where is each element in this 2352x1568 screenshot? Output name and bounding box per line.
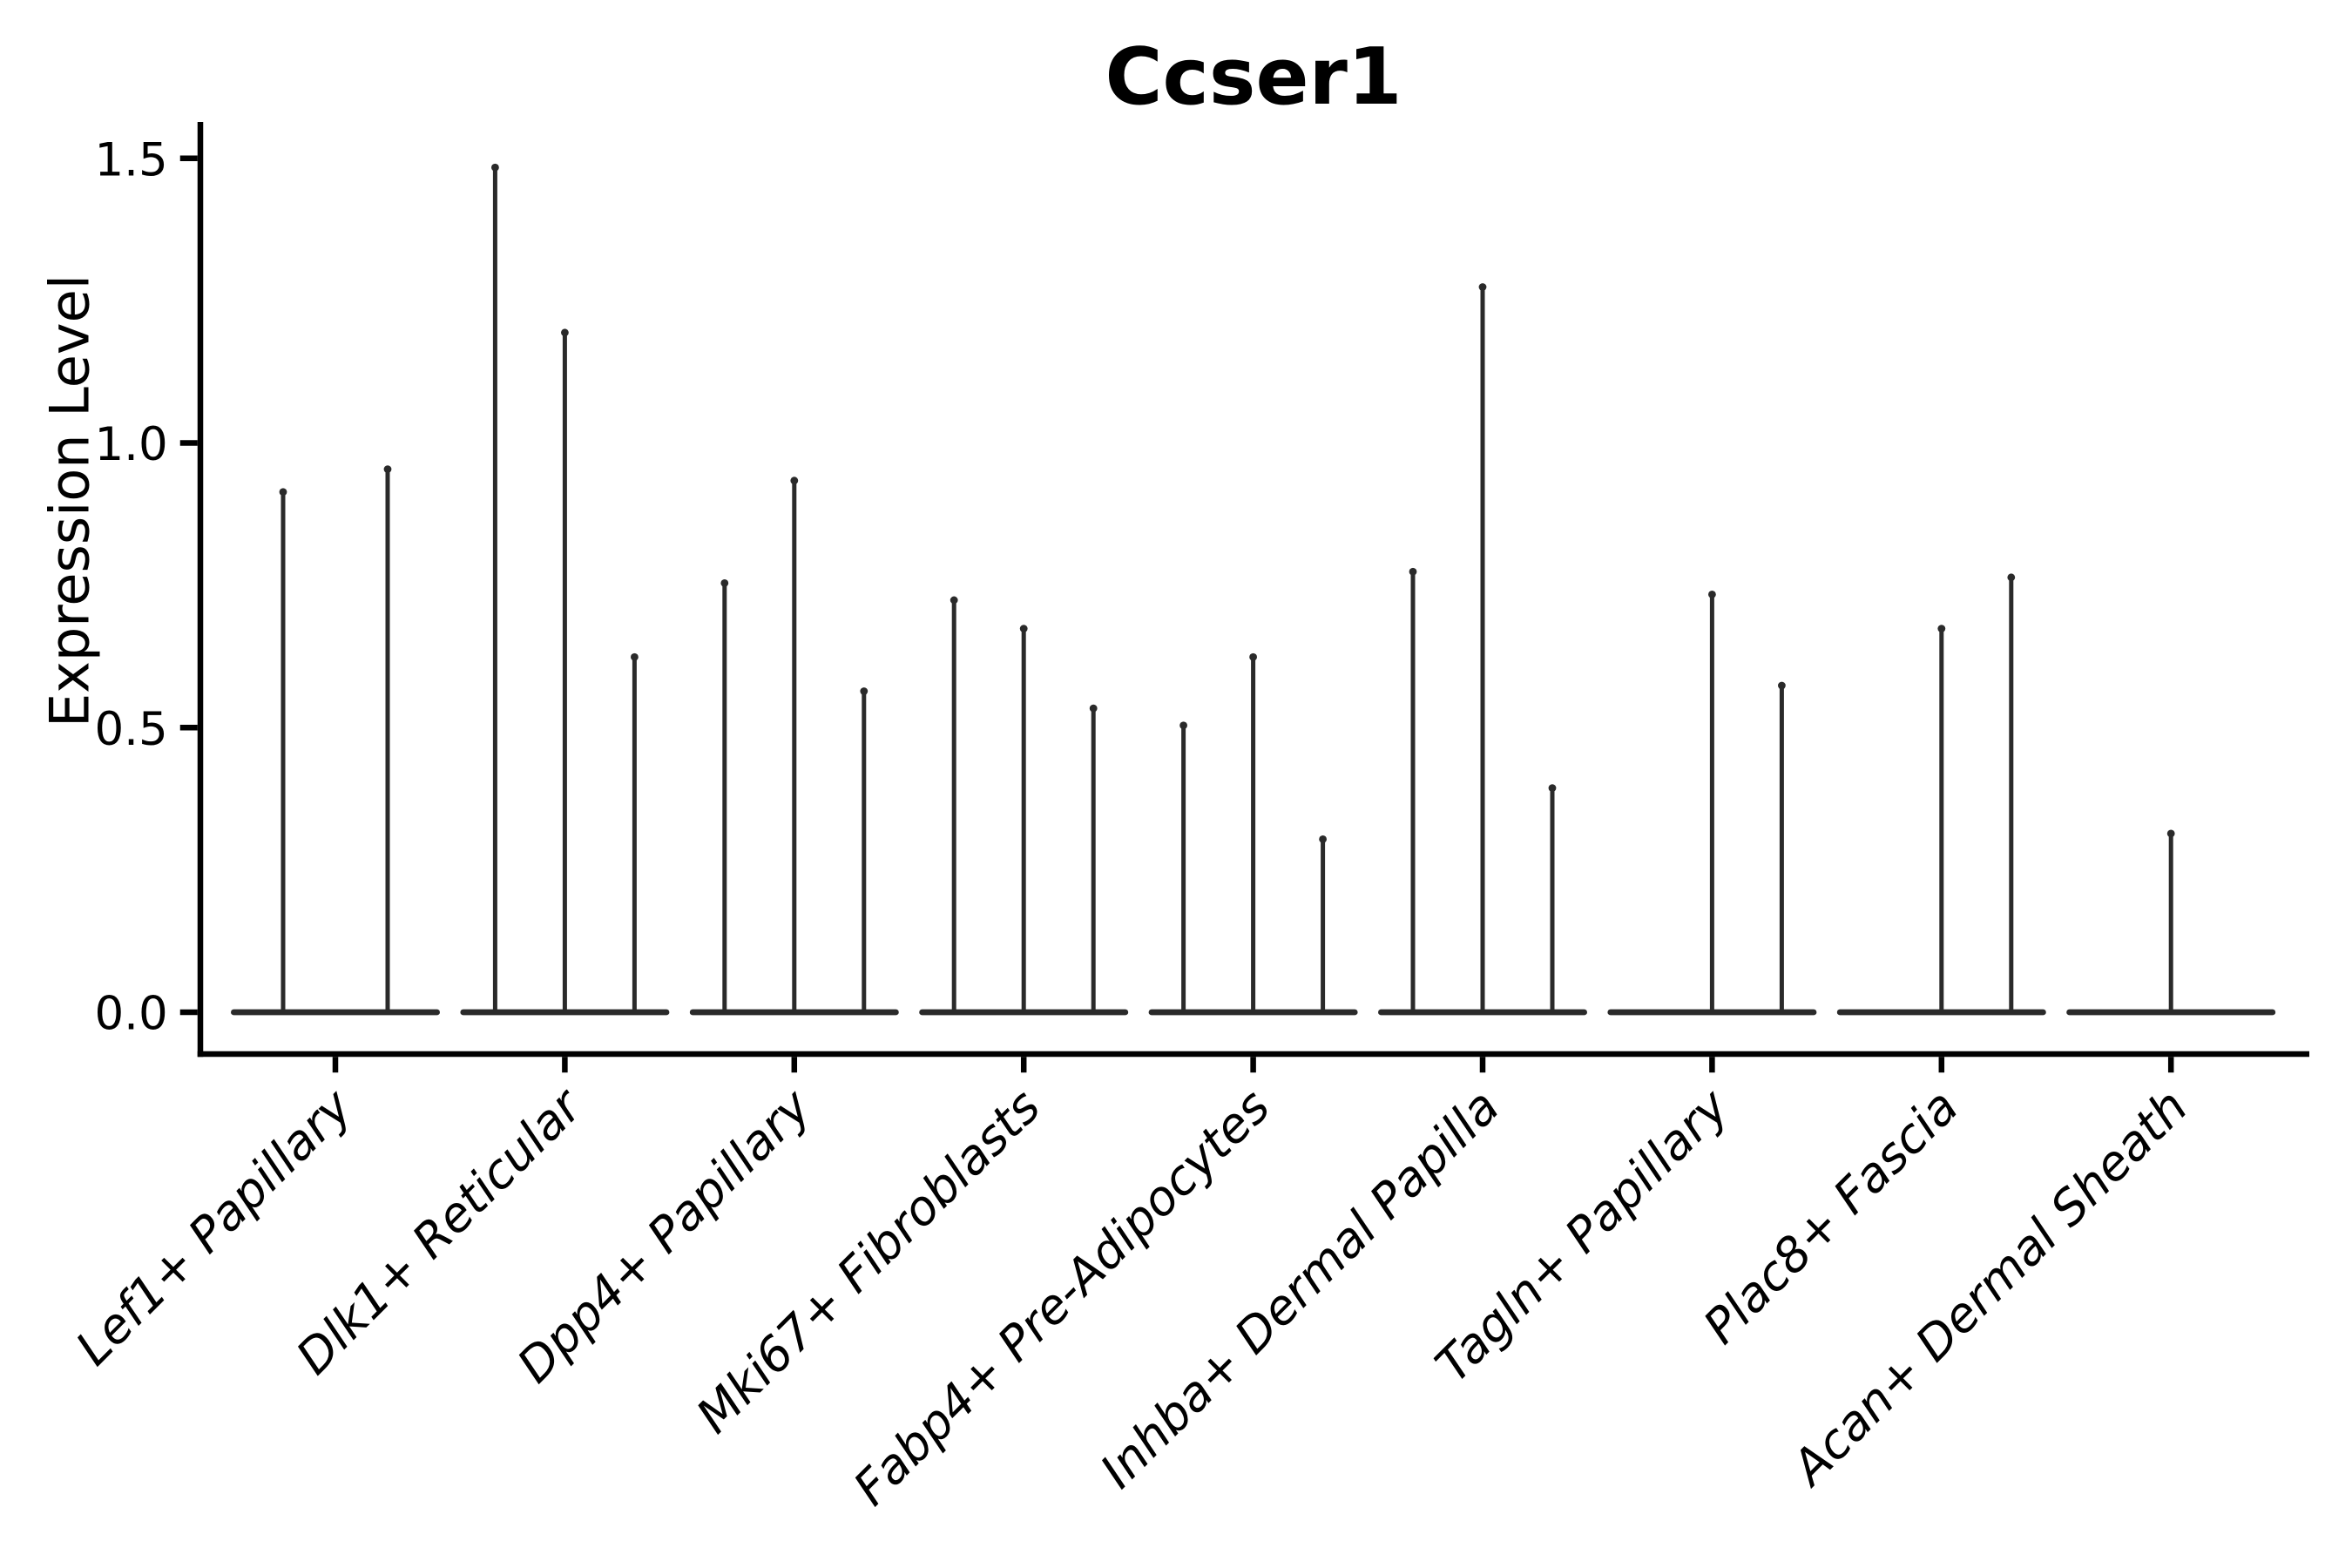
violin-base	[231, 1009, 440, 1016]
violin-spike-tip	[1089, 704, 1098, 713]
x-tick-label: Fabp4+ Pre-Adipocytes	[842, 1078, 1280, 1516]
violin-spike-tip	[1478, 283, 1487, 291]
y-tick-label: 1.0	[94, 418, 167, 471]
violin-spike-tip	[720, 578, 729, 587]
violin-spike-tip	[631, 652, 639, 661]
violin-spike-tip	[1708, 591, 1716, 598]
violin-spike-tip	[279, 488, 287, 497]
violin-spike-tip	[1778, 681, 1786, 690]
violin-spike-tip	[1937, 625, 1946, 633]
violin-spike-tip	[860, 687, 868, 695]
violin-spike-tip	[383, 465, 392, 474]
violin-spike-tip	[1019, 625, 1028, 633]
violin-spike-tip	[491, 163, 499, 172]
violin-spike-tip	[561, 328, 569, 337]
x-tick-label: Inhba+ Dermal Papilla	[1090, 1078, 1510, 1498]
y-tick-label: 0.5	[94, 703, 167, 756]
violin-spike-tip	[1319, 835, 1327, 843]
plot-title: Ccser1	[1105, 31, 1402, 123]
violin-spike-tip	[1179, 721, 1187, 730]
violin-spike-tip	[1409, 567, 1417, 576]
y-tick-label: 1.5	[94, 133, 167, 186]
x-tick-label: Acan+ Dermal Sheath	[1780, 1078, 2199, 1497]
violin-spike-tip	[950, 596, 958, 605]
violin-spike-tip	[1548, 784, 1557, 792]
y-tick-label: 0.0	[94, 988, 167, 1041]
violin-spike-tip	[1249, 652, 1257, 661]
violin-spike-tip	[2007, 573, 2016, 582]
violin-spike-tip	[2166, 829, 2175, 838]
violin-spike-tip	[790, 476, 799, 485]
